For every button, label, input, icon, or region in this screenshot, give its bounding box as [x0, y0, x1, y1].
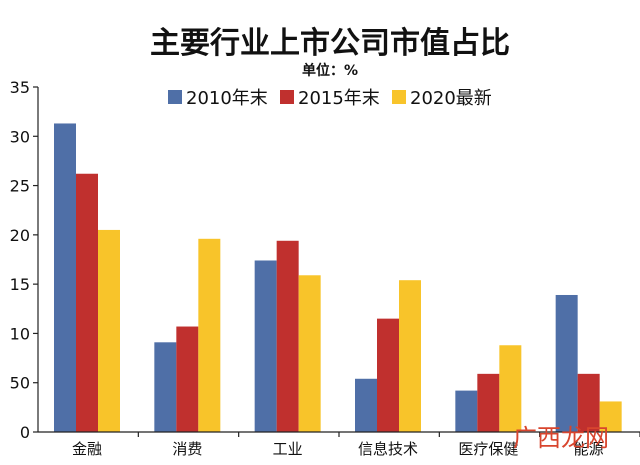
- bar-1-1: [54, 123, 76, 432]
- y-tick-label: 15: [10, 275, 30, 294]
- bar-1-6: [555, 294, 578, 432]
- bar-3-5: [499, 345, 522, 432]
- bars: [54, 123, 622, 432]
- legend-swatch: [168, 90, 182, 104]
- x-tick-label: 金融: [72, 440, 102, 458]
- bar-3-4: [399, 280, 421, 432]
- chart-title: 主要行业上市公司市值占比: [150, 26, 510, 61]
- y-tick-label: 50: [10, 374, 30, 393]
- x-tick-label: 工业: [273, 440, 303, 458]
- watermark: 广西龙网: [513, 424, 609, 452]
- bar-2-1: [76, 173, 98, 432]
- y-tick-label: 30: [10, 127, 30, 146]
- bar-3-1: [98, 229, 120, 432]
- x-tick-label: 医疗保健: [458, 440, 518, 458]
- bar-3-6: [599, 401, 622, 432]
- bar-2-6: [577, 373, 600, 432]
- bar-3-3: [298, 275, 321, 432]
- bar-1-4: [355, 378, 377, 432]
- x-axis-labels: 金融 消费 工业 信息技术 医疗保健 能源: [72, 432, 640, 458]
- legend-label: 2015年末: [298, 88, 380, 109]
- legend-label: 2010年末: [186, 88, 268, 109]
- watermark-text: 广西龙网: [513, 424, 609, 452]
- legend-swatch: [392, 90, 406, 104]
- y-tick-label: 25: [10, 177, 30, 196]
- bar-2-2: [176, 326, 199, 432]
- bar-1-2: [154, 342, 177, 432]
- y-axis-ticks: 0 50 10 15 20 25 30 35: [10, 78, 38, 442]
- y-tick-label: 35: [10, 78, 30, 97]
- legend-swatch: [280, 90, 294, 104]
- y-tick-label: 20: [10, 226, 30, 245]
- legend-label: 2020最新: [410, 88, 492, 109]
- chart-subtitle: 单位：%: [302, 62, 358, 79]
- y-tick-label: 0: [20, 423, 30, 442]
- bar-1-3: [254, 260, 277, 432]
- bar-2-5: [477, 373, 500, 432]
- bar-2-4: [377, 318, 399, 432]
- bar-2-3: [276, 240, 299, 432]
- y-tick-label: 10: [10, 324, 30, 343]
- x-tick-label: 信息技术: [358, 440, 418, 458]
- x-tick-label: 能源: [574, 440, 604, 458]
- x-tick-label: 消费: [172, 440, 202, 458]
- bar-3-2: [198, 238, 221, 432]
- legend: 2010年末 2015年末 2020最新: [168, 88, 492, 109]
- bar-1-5: [455, 390, 478, 432]
